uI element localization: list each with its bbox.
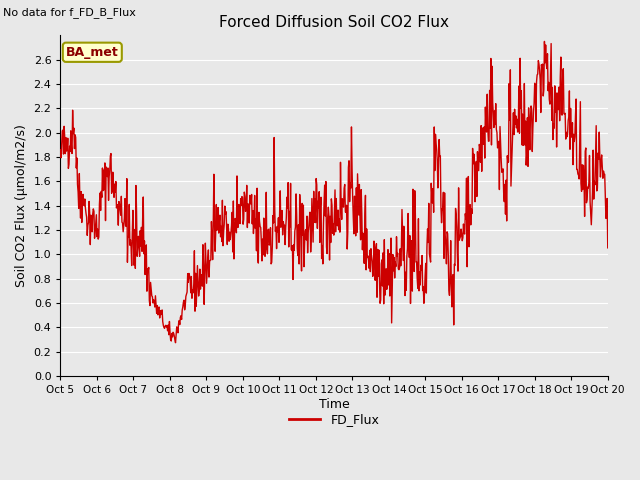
Text: BA_met: BA_met (66, 46, 118, 59)
X-axis label: Time: Time (319, 398, 349, 411)
Legend: FD_Flux: FD_Flux (284, 408, 384, 431)
Title: Forced Diffusion Soil CO2 Flux: Forced Diffusion Soil CO2 Flux (219, 15, 449, 30)
Y-axis label: Soil CO2 Flux (μmol/m2/s): Soil CO2 Flux (μmol/m2/s) (15, 124, 28, 287)
Text: No data for f_FD_B_Flux: No data for f_FD_B_Flux (3, 7, 136, 18)
